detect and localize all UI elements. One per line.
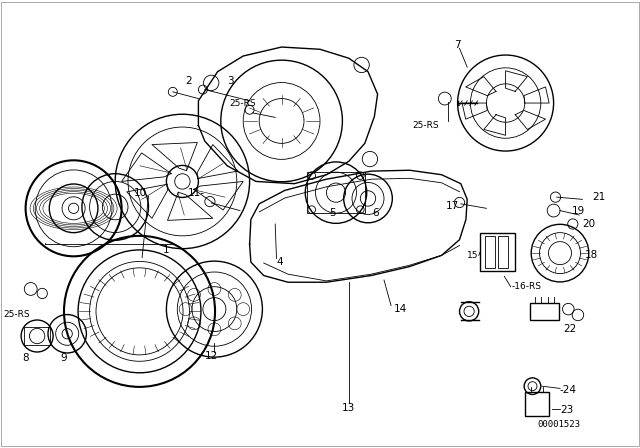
Text: -16-RS: -16-RS: [512, 282, 542, 291]
Text: 22: 22: [563, 324, 577, 334]
Text: 00001523: 00001523: [538, 420, 580, 429]
Text: 25-RS: 25-RS: [3, 310, 30, 319]
Bar: [498, 236, 508, 268]
Text: 19: 19: [572, 206, 585, 215]
Text: 7: 7: [454, 40, 461, 50]
Text: 14: 14: [394, 304, 407, 314]
Text: 25-RS: 25-RS: [229, 99, 256, 108]
Text: 10: 10: [134, 188, 147, 198]
Bar: [480, 233, 515, 271]
Text: 4: 4: [276, 257, 283, 267]
Text: 21: 21: [592, 192, 605, 202]
Text: 20: 20: [582, 219, 596, 229]
Text: 6: 6: [372, 208, 378, 218]
Text: 2: 2: [186, 76, 192, 86]
Text: 17: 17: [446, 201, 460, 211]
Text: 3: 3: [227, 76, 234, 86]
Text: 8: 8: [22, 353, 29, 363]
Text: 23: 23: [560, 405, 573, 415]
Text: 13: 13: [342, 403, 355, 413]
Text: 9: 9: [61, 353, 67, 363]
Text: 5: 5: [329, 208, 335, 218]
Bar: [485, 236, 495, 268]
Bar: [24, 327, 50, 345]
Text: 12: 12: [205, 351, 218, 361]
Bar: [525, 392, 549, 416]
Text: -24: -24: [560, 385, 577, 395]
Bar: [307, 172, 365, 213]
Text: 25-RS: 25-RS: [413, 121, 440, 130]
Text: 15: 15: [467, 251, 479, 260]
Text: 1: 1: [163, 245, 170, 254]
Text: 11-: 11-: [188, 188, 205, 198]
Text: 18: 18: [584, 250, 598, 260]
Bar: [530, 303, 559, 320]
